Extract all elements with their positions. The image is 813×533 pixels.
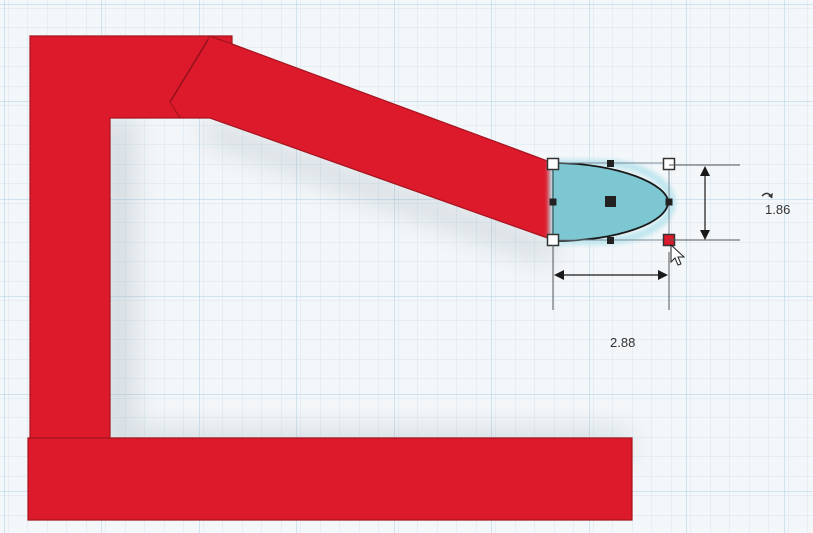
- red-part-seam: [169, 39, 209, 103]
- rotate-arrow-icon[interactable]: [761, 192, 773, 199]
- corner-handle-top-right[interactable]: [662, 157, 676, 171]
- mouse-pointer-icon: [670, 243, 686, 266]
- height-value-label[interactable]: 1.86: [765, 202, 790, 217]
- side-handle-top[interactable]: [607, 160, 614, 167]
- side-handle-bottom[interactable]: [607, 237, 614, 244]
- center-handle[interactable]: [605, 196, 616, 207]
- red-part-base[interactable]: [27, 437, 633, 521]
- width-value-label[interactable]: 2.88: [610, 335, 635, 350]
- corner-handle-top-left[interactable]: [546, 157, 560, 171]
- side-handle-right[interactable]: [665, 198, 673, 206]
- width-dimension: [552, 245, 670, 310]
- corner-handle-bottom-left[interactable]: [546, 233, 560, 247]
- side-handle-left[interactable]: [549, 198, 557, 206]
- height-dimension: [669, 164, 740, 241]
